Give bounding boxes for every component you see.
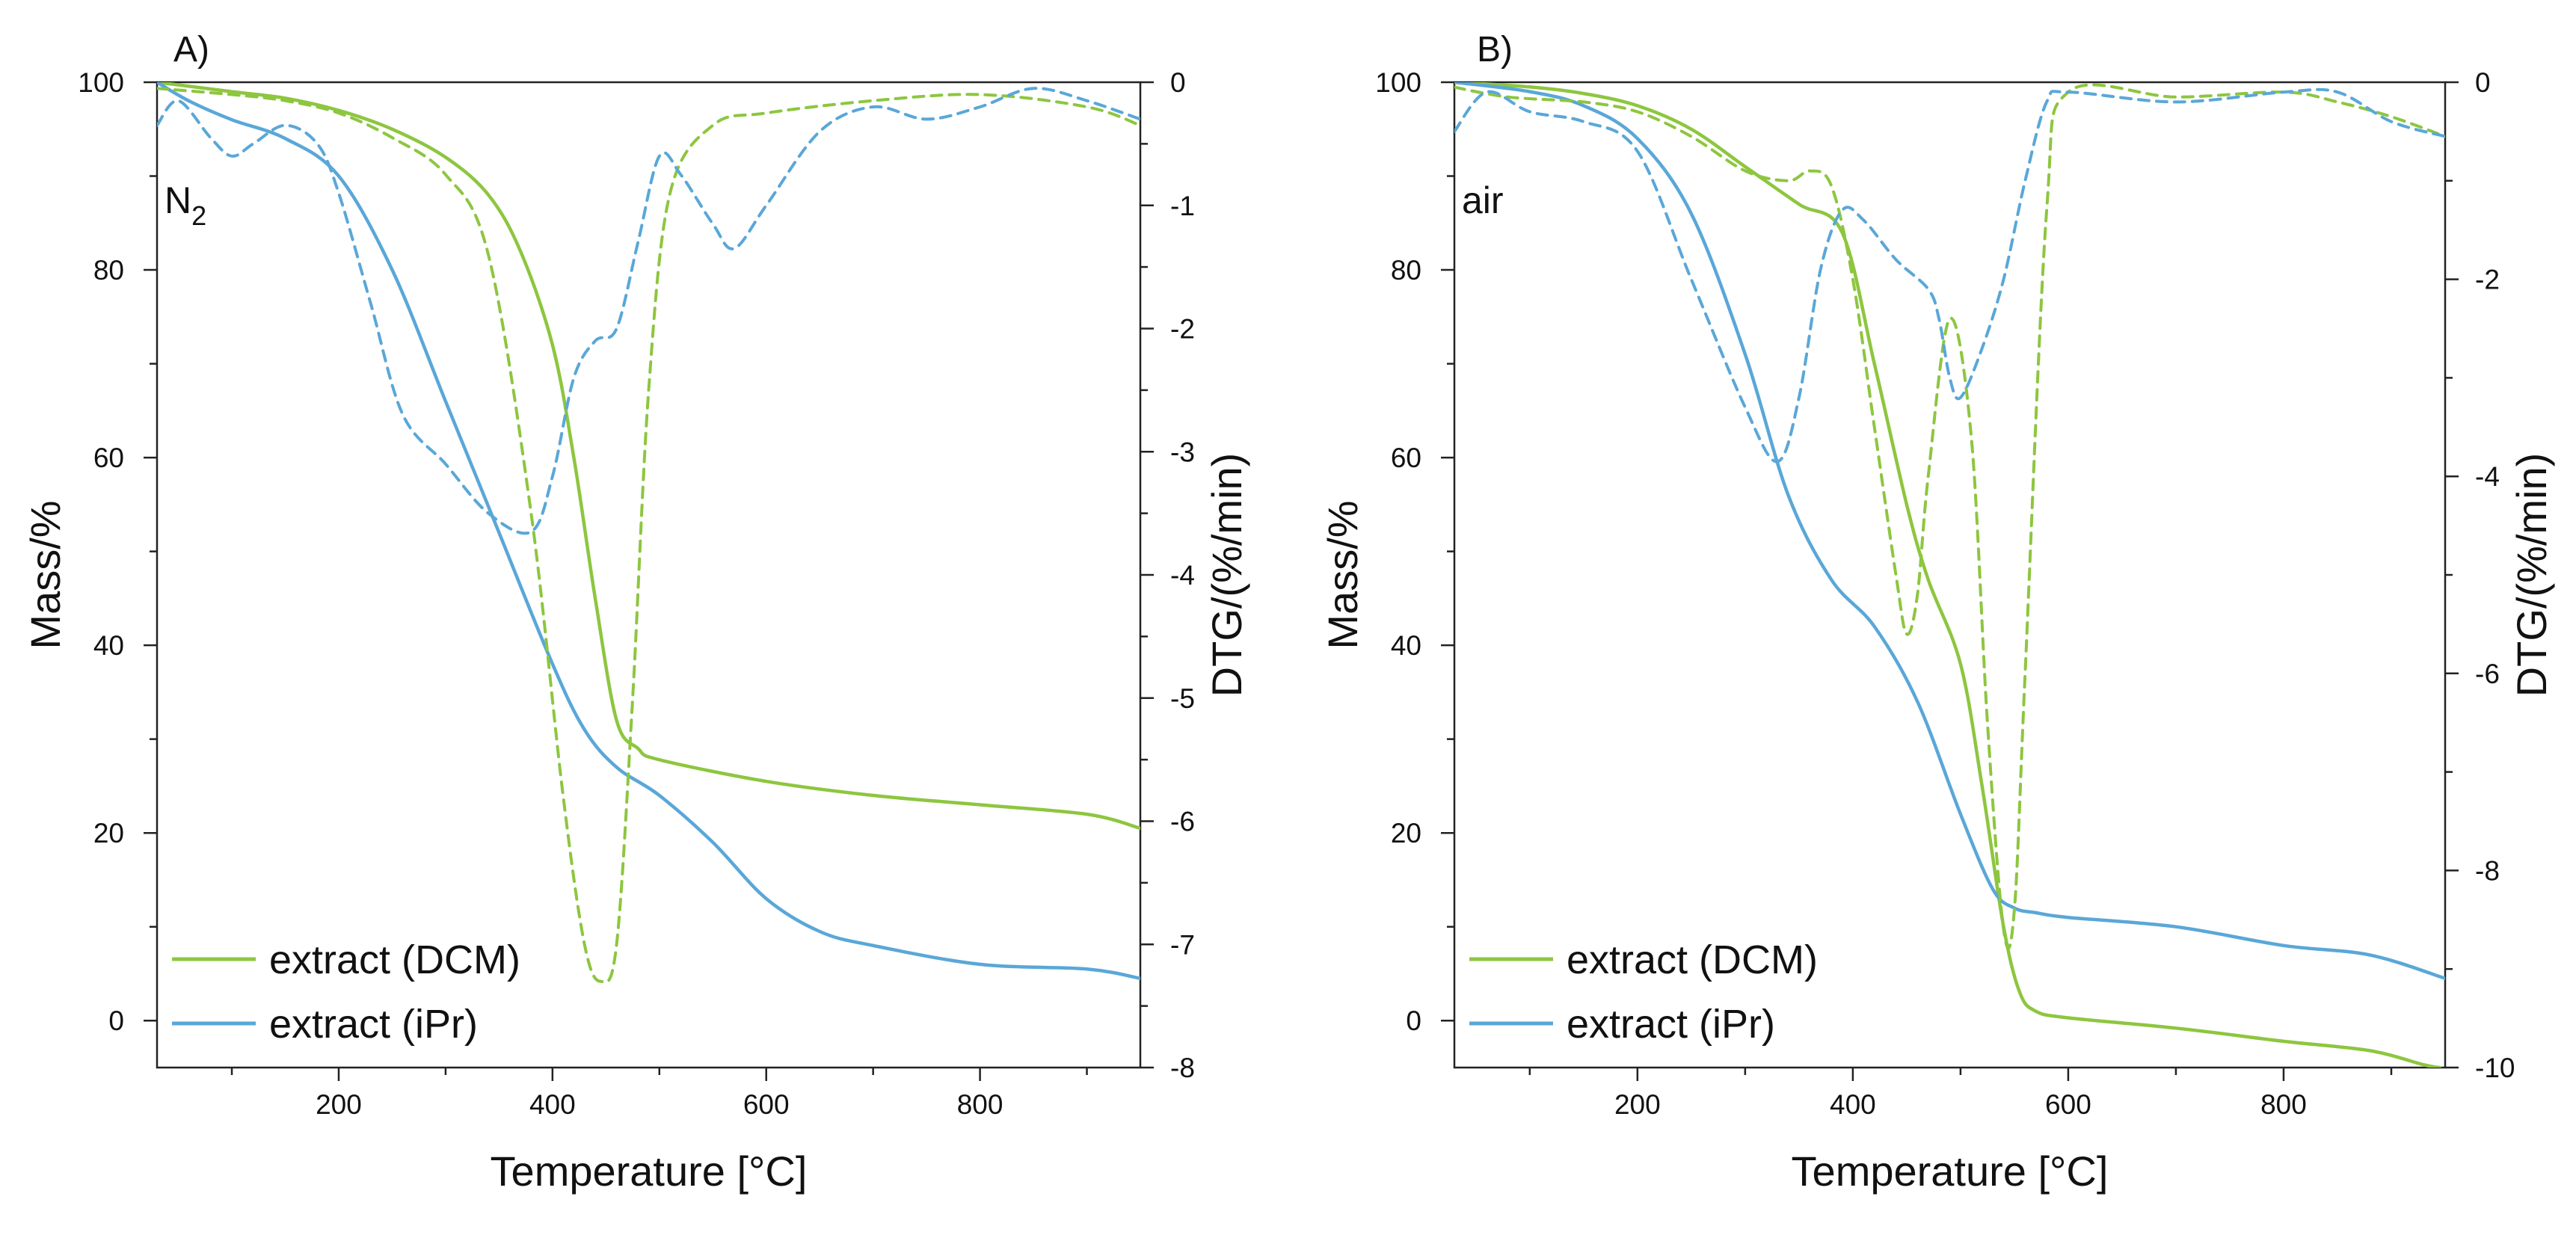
y-tick-label: 20 — [93, 818, 124, 849]
x-tick-label: 600 — [743, 1089, 790, 1120]
panel-b: 200 400 600 800 0 20 40 60 80 100 0 -2 -4 -6 -8 -10 Temp… — [1319, 30, 2555, 1195]
legend-label: extract (DCM) — [269, 937, 520, 982]
panel-label: B) — [1477, 30, 1513, 70]
legend-label: extract (DCM) — [1567, 937, 1818, 982]
atmosphere-label: air — [1462, 179, 1504, 221]
series-line-1 — [1454, 82, 2445, 981]
y-tick-label: 60 — [1391, 443, 1421, 473]
y-tick-label: 40 — [93, 630, 124, 661]
panel-label: A) — [173, 30, 209, 70]
y2-tick-label: -5 — [1170, 683, 1195, 714]
x-axis-title: Temperature [°C] — [1792, 1148, 2109, 1195]
y2-tick-label: -7 — [1170, 929, 1195, 960]
x-tick-label: 400 — [1830, 1089, 1876, 1120]
y2-axis-title: DTG/(%/min) — [1203, 453, 1250, 697]
y2-tick-label: 0 — [2475, 67, 2491, 98]
y2-tick-label: -3 — [1170, 437, 1195, 467]
x-tick-label: 400 — [529, 1089, 576, 1120]
y-axis-title: Mass/% — [1319, 500, 1366, 649]
series-group — [1454, 82, 2445, 1068]
panel-a: 200 400 600 800 0 20 40 60 80 100 0 -1 -2 -3 -4 -5 -6 -7 -… — [22, 30, 1250, 1195]
series-line-0 — [1454, 82, 2442, 1068]
x-tick-label: 600 — [2045, 1089, 2091, 1120]
atmosphere-label-main: air — [1462, 179, 1504, 221]
y2-tick-label: -4 — [1170, 560, 1195, 591]
series-line-1 — [157, 82, 1140, 981]
atmosphere-label-subscript: 2 — [191, 200, 206, 231]
x-tick-label: 200 — [1614, 1089, 1661, 1120]
x-tick-label: 800 — [2260, 1089, 2307, 1120]
y2-tick-label: -10 — [2475, 1053, 2515, 1083]
legend-label: extract (iPr) — [1567, 1002, 1775, 1047]
y2-tick-label: -8 — [2475, 855, 2500, 886]
y-tick-label: 60 — [93, 443, 124, 473]
y2-tick-label: -4 — [2475, 461, 2500, 492]
y2-axis-title: DTG/(%/min) — [2508, 453, 2555, 697]
y-tick-label: 0 — [1406, 1005, 1421, 1036]
y-tick-label: 20 — [1391, 818, 1421, 849]
y2-tick-label: -6 — [1170, 807, 1195, 837]
y-tick-label: 0 — [108, 1005, 124, 1036]
y-axis-title: Mass/% — [22, 500, 69, 649]
x-axis-title: Temperature [°C] — [491, 1148, 808, 1195]
y2-tick-label: -8 — [1170, 1053, 1195, 1083]
y-tick-label: 100 — [1375, 67, 1421, 98]
plot-frame — [156, 81, 1142, 1069]
series-line-0 — [157, 82, 1140, 831]
series-line-3 — [157, 87, 1140, 535]
series-line-2 — [1454, 83, 2445, 950]
x-tick-label: 800 — [957, 1089, 1003, 1120]
plot-frame — [1453, 81, 2447, 1069]
y2-tick-label: -6 — [2475, 659, 2500, 689]
y-tick-label: 80 — [1391, 255, 1421, 286]
y2-tick-label: -2 — [1170, 314, 1195, 345]
x-tick-label: 200 — [316, 1089, 362, 1120]
y-tick-label: 80 — [93, 255, 124, 286]
series-line-2 — [157, 87, 1140, 984]
y2-tick-label: -1 — [1170, 191, 1195, 221]
y2-tick-label: 0 — [1170, 67, 1186, 98]
y-tick-label: 100 — [78, 67, 124, 98]
y2-tick-label: -2 — [2475, 265, 2500, 295]
y-tick-label: 40 — [1391, 630, 1421, 661]
series-line-3 — [1454, 87, 2445, 463]
atmosphere-label: N2 — [165, 179, 206, 231]
atmosphere-label-main: N — [165, 179, 191, 221]
legend-label: extract (iPr) — [269, 1002, 478, 1047]
series-group — [157, 82, 1140, 984]
